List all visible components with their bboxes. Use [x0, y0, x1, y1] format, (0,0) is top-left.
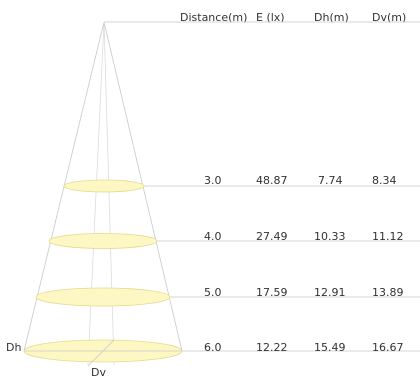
row-illuminance: 17.59 — [256, 286, 288, 299]
row-dh: 7.74 — [318, 174, 343, 187]
row-dv: 8.34 — [372, 174, 397, 187]
row-dh: 12.91 — [314, 286, 346, 299]
row-illuminance: 48.87 — [256, 174, 288, 187]
cone-axis-right — [103, 21, 115, 366]
row-distance: 5.0 — [204, 286, 222, 299]
dv-diameter-line-left — [87, 339, 115, 367]
beam-ellipse-3m — [63, 179, 145, 193]
header-distance: Distance(m) — [180, 11, 247, 24]
row-distance: 6.0 — [204, 341, 222, 354]
beam-ellipse-4m — [48, 233, 158, 249]
header-dh: Dh(m) — [314, 11, 349, 24]
row-dv: 16.67 — [372, 341, 404, 354]
row-illuminance: 27.49 — [256, 230, 288, 243]
beam-ellipse-5m — [35, 287, 171, 307]
dh-label: Dh — [6, 341, 21, 354]
header-dv: Dv(m) — [372, 11, 406, 24]
header-illuminance: E (lx) — [256, 11, 285, 24]
row-dv: 11.12 — [372, 230, 404, 243]
row-dh: 15.49 — [314, 341, 346, 354]
row-dh: 10.33 — [314, 230, 346, 243]
row-dv: 13.89 — [372, 286, 404, 299]
row-distance: 4.0 — [204, 230, 222, 243]
dv-label: Dv — [91, 366, 106, 377]
cone-axis-left — [87, 21, 105, 366]
row-distance: 3.0 — [204, 174, 222, 187]
row-illuminance: 12.22 — [256, 341, 288, 354]
